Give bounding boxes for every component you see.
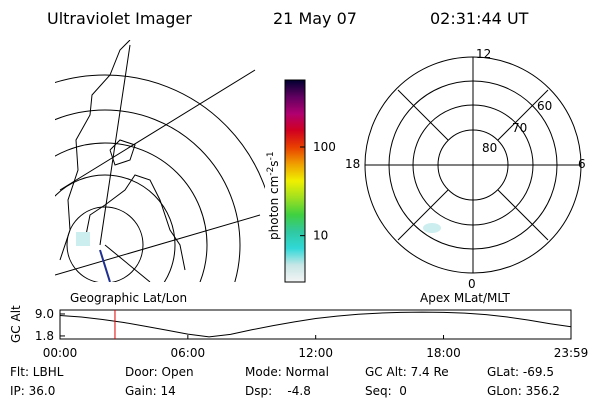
polar-plot [364, 56, 582, 274]
y-axis-label: GC Alt [9, 305, 23, 343]
status-field: Mode: Normal [245, 365, 329, 379]
altitude-plot: GC Alt 9.0 1.8 00:00 06:00 12:00 18:00 23:59 [9, 305, 588, 360]
status-field: GLon: 356.2 [487, 384, 560, 398]
mlat-label: 60 [537, 99, 552, 113]
altitude-line [59, 311, 572, 338]
mlat-label: 80 [482, 141, 497, 155]
x-tick-label: 18:00 [426, 346, 461, 360]
exponent: -2 [266, 167, 276, 176]
unit: s [267, 160, 281, 166]
status-field: Seq: 0 [365, 384, 407, 398]
y-tick-label: 1.8 [35, 329, 54, 343]
status-field: GLat: -69.5 [487, 365, 554, 379]
geographic-map: Geographic Lat/Lon [55, 40, 265, 305]
status-field: GC Alt: 7.4 Re [365, 365, 449, 379]
time: 02:31:44 UT [430, 9, 529, 28]
emission-patch [76, 232, 90, 246]
mlt-label: 6 [578, 157, 586, 171]
polar-label: Apex MLat/MLT [420, 291, 510, 305]
status-field: Gain: 14 [125, 384, 176, 398]
x-tick-label: 00:00 [43, 346, 78, 360]
status-field: IP: 36.0 [10, 384, 55, 398]
colorbar-label: photon cm-2s-1 [266, 151, 281, 240]
status-field: Dsp: -4.8 [245, 384, 311, 398]
status-field: Door: Open [125, 365, 194, 379]
exponent: -1 [266, 151, 276, 160]
mlt-label: 0 [468, 277, 476, 291]
x-tick-label: 23:59 [554, 346, 589, 360]
unit: photon cm [267, 176, 281, 240]
title: Ultraviolet Imager [47, 9, 192, 28]
colorbar-tick-label: 10 [313, 229, 328, 243]
status-field: Flt: LBHL [10, 365, 64, 379]
emission-patch [423, 223, 441, 233]
mlt-label: 12 [476, 47, 491, 61]
colorbar-scale [284, 79, 306, 283]
colorbar-tick-label: 100 [313, 140, 336, 154]
status-panel: Flt: LBHL Door: Open Mode: Normal GC Alt: 7… [10, 365, 560, 398]
colorbar: photon cm-2s-1 10 100 [266, 79, 336, 283]
x-tick-label: 06:00 [171, 346, 206, 360]
y-tick-label: 9.0 [35, 307, 54, 321]
x-tick-label: 12:00 [298, 346, 333, 360]
map-label: Geographic Lat/Lon [70, 291, 187, 305]
date: 21 May 07 [273, 9, 357, 28]
mlat-label: 70 [512, 121, 527, 135]
mlt-label: 18 [345, 157, 360, 171]
